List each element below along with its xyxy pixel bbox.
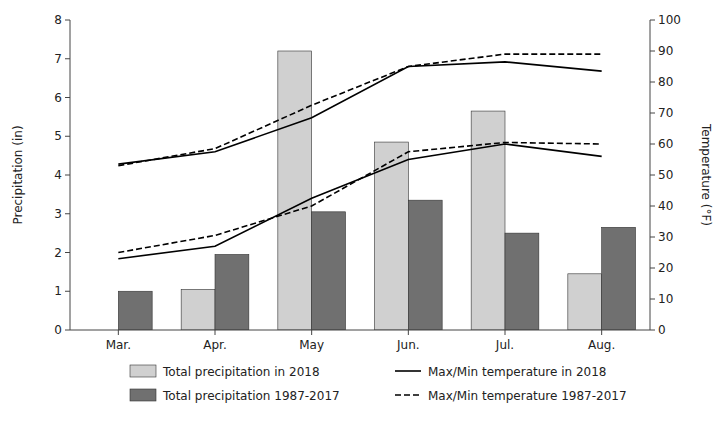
- y2-tick-label: 100: [658, 13, 681, 27]
- legend-swatch: [130, 365, 156, 377]
- y2-tick: [650, 268, 655, 269]
- chart-svg: Mar.Apr.MayJun.Jul.Aug.01234567801020304…: [0, 0, 720, 443]
- temperature-line: [118, 142, 601, 252]
- bar: [408, 200, 442, 330]
- y-tick: [65, 291, 70, 292]
- y2-tick: [650, 20, 655, 21]
- y2-tick-label: 70: [658, 106, 673, 120]
- y2-tick: [650, 51, 655, 52]
- bar: [505, 233, 539, 330]
- x-tick-label: Mar.: [106, 338, 131, 352]
- y2-tick: [650, 299, 655, 300]
- y-tick: [65, 213, 70, 214]
- legend-swatch: [395, 370, 421, 372]
- legend-label: Total precipitation 1987-2017: [162, 389, 340, 403]
- y-tick: [65, 175, 70, 176]
- y-tick-label: 3: [54, 207, 62, 221]
- y2-tick: [650, 113, 655, 114]
- y-tick-label: 2: [54, 246, 62, 260]
- x-tick: [408, 330, 409, 335]
- bar: [278, 51, 312, 330]
- y-tick: [65, 330, 70, 331]
- x-tick-label: Apr.: [203, 338, 226, 352]
- y-tick-label: 7: [54, 52, 62, 66]
- x-tick: [601, 330, 602, 335]
- x-axis-line: [70, 330, 650, 331]
- x-tick-label: Aug.: [588, 338, 615, 352]
- x-tick: [311, 330, 312, 335]
- y-tick-label: 4: [54, 168, 62, 182]
- bar: [181, 289, 215, 330]
- y-tick: [65, 58, 70, 59]
- bar: [312, 212, 346, 330]
- bar: [568, 274, 602, 330]
- temperature-line: [118, 54, 601, 166]
- y-tick: [65, 136, 70, 137]
- y-tick-label: 0: [54, 323, 62, 337]
- y2-tick-label: 60: [658, 137, 673, 151]
- x-tick-label: Jul.: [495, 338, 514, 352]
- y2-tick: [650, 237, 655, 238]
- y2-tick-label: 50: [658, 168, 673, 182]
- x-tick-label: May: [299, 338, 324, 352]
- legend-label: Total precipitation in 2018: [162, 365, 320, 379]
- bar: [602, 227, 636, 330]
- plot-data: [118, 51, 635, 330]
- x-tick: [118, 330, 119, 335]
- y-tick-label: 6: [54, 91, 62, 105]
- x-tick: [215, 330, 216, 335]
- y2-tick-label: 20: [658, 261, 673, 275]
- y2-tick: [650, 144, 655, 145]
- chart-container: Mar.Apr.MayJun.Jul.Aug.01234567801020304…: [0, 0, 720, 443]
- y-tick: [65, 20, 70, 21]
- y2-tick: [650, 82, 655, 83]
- legend-swatch: [395, 394, 421, 396]
- axes: Mar.Apr.MayJun.Jul.Aug.01234567801020304…: [11, 13, 713, 352]
- y2-tick: [650, 175, 655, 176]
- legend: Total precipitation in 2018 Total precipi…: [130, 365, 627, 403]
- legend-swatch: [130, 389, 156, 401]
- legend-label: Max/Min temperature 1987-2017: [428, 389, 627, 403]
- y2-tick-label: 10: [658, 292, 673, 306]
- y-tick: [65, 97, 70, 98]
- y2-axis-label: Temperature (°F): [699, 123, 713, 226]
- y2-tick-label: 30: [658, 230, 673, 244]
- y2-tick-label: 80: [658, 75, 673, 89]
- x-tick: [505, 330, 506, 335]
- temperature-line: [118, 144, 601, 259]
- x-tick-label: Jun.: [396, 338, 420, 352]
- y-tick-label: 1: [54, 284, 62, 298]
- y2-tick-label: 0: [658, 323, 666, 337]
- y-axis-label: Precipitation (in): [11, 125, 25, 224]
- bar: [215, 254, 249, 330]
- y2-tick: [650, 206, 655, 207]
- temperature-line: [118, 62, 601, 164]
- y-tick-label: 8: [54, 13, 62, 27]
- y2-tick-label: 40: [658, 199, 673, 213]
- y2-tick-label: 90: [658, 44, 673, 58]
- y-tick-label: 5: [54, 129, 62, 143]
- legend-label: Max/Min temperature in 2018: [428, 365, 607, 379]
- y-tick: [65, 252, 70, 253]
- bar: [118, 291, 152, 330]
- y2-tick: [650, 330, 655, 331]
